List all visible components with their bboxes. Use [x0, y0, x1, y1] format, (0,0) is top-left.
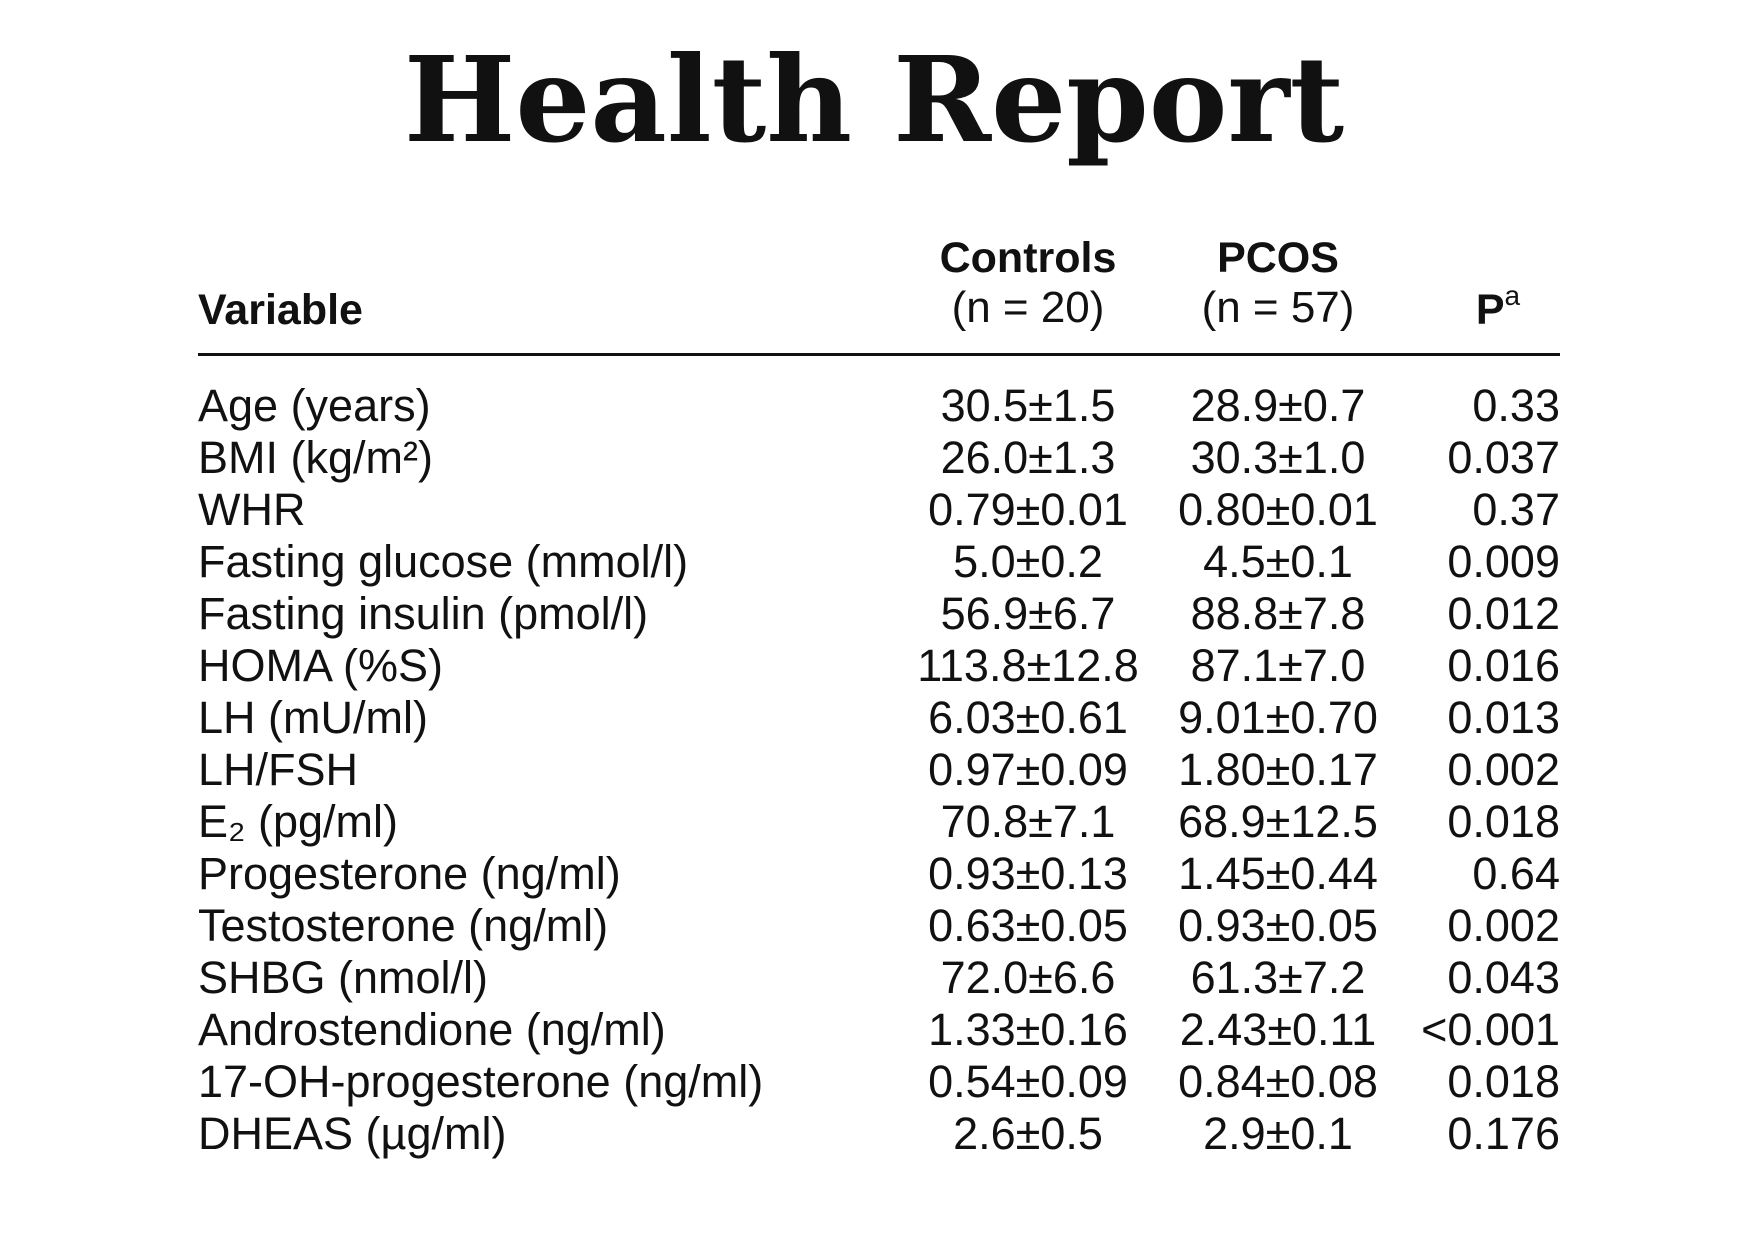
cell-variable: Testosterone (ng/ml) — [198, 900, 609, 951]
header-rule — [198, 353, 1560, 356]
cell-p-value: 0.33 — [1472, 380, 1560, 431]
cell-controls: 5.0±0.2 — [953, 536, 1103, 587]
cell-pcos: 2.9±0.1 — [1203, 1108, 1353, 1159]
cell-pcos: 0.84±0.08 — [1178, 1056, 1378, 1107]
header-p-label: P — [1475, 286, 1505, 334]
data-table: Variable Controls (n = 20) PCOS (n = 57)… — [198, 0, 1560, 1240]
cell-variable: LH/FSH — [198, 744, 359, 795]
cell-variable: 17-OH-progesterone (ng/ml) — [198, 1056, 764, 1107]
cell-variable: Fasting glucose (mmol/l) — [198, 536, 689, 587]
cell-variable: E₂ (pg/ml) — [198, 796, 398, 847]
cell-p-value: 0.176 — [1447, 1108, 1560, 1159]
cell-p-value: 0.043 — [1447, 952, 1560, 1003]
cell-controls: 1.33±0.16 — [928, 1004, 1128, 1055]
cell-pcos: 4.5±0.1 — [1203, 536, 1353, 587]
page-title: Health Report — [403, 30, 1345, 169]
header-pcos: PCOS — [1217, 234, 1339, 282]
cell-controls: 0.93±0.13 — [928, 848, 1128, 899]
cell-pcos: 28.9±0.7 — [1190, 380, 1366, 431]
cell-variable: Progesterone (ng/ml) — [198, 848, 621, 899]
cell-variable: Androstendione (ng/ml) — [198, 1004, 666, 1055]
cell-controls: 6.03±0.61 — [928, 692, 1128, 743]
cell-pcos: 1.45±0.44 — [1178, 848, 1378, 899]
cell-p-value: 0.002 — [1447, 744, 1560, 795]
header-variable: Variable — [198, 286, 363, 334]
header-pcos-n: (n = 57) — [1201, 283, 1355, 332]
cell-pcos: 2.43±0.11 — [1179, 1004, 1377, 1055]
cell-p-value: 0.012 — [1447, 588, 1560, 639]
cell-p-value: <0.001 — [1421, 1004, 1560, 1055]
cell-p-value: 0.037 — [1447, 432, 1560, 483]
cell-variable: HOMA (%S) — [198, 640, 444, 691]
cell-controls: 70.8±7.1 — [940, 796, 1116, 847]
cell-variable: LH (mU/ml) — [198, 692, 428, 743]
cell-p-value: 0.018 — [1447, 1056, 1560, 1107]
cell-variable: SHBG (nmol/l) — [198, 952, 489, 1003]
header-p-value: Pa — [1438, 281, 1558, 335]
cell-controls: 0.54±0.09 — [928, 1056, 1128, 1107]
header-controls: Controls — [939, 234, 1117, 282]
header-p-superscript: a — [1504, 279, 1521, 311]
cell-variable: BMI (kg/m²) — [198, 432, 433, 483]
cell-controls: 0.79±0.01 — [928, 484, 1128, 535]
cell-controls: 72.0±6.6 — [940, 952, 1116, 1003]
cell-pcos: 0.80±0.01 — [1178, 484, 1378, 535]
cell-p-value: 0.002 — [1447, 900, 1560, 951]
cell-pcos: 68.9±12.5 — [1178, 796, 1378, 847]
cell-variable: WHR — [198, 484, 306, 535]
cell-controls: 2.6±0.5 — [953, 1108, 1103, 1159]
cell-pcos: 0.93±0.05 — [1178, 900, 1378, 951]
cell-p-value: 0.016 — [1447, 640, 1560, 691]
cell-controls: 56.9±6.7 — [940, 588, 1116, 639]
cell-p-value: 0.018 — [1447, 796, 1560, 847]
cell-p-value: 0.009 — [1447, 536, 1560, 587]
cell-pcos: 30.3±1.0 — [1190, 432, 1366, 483]
cell-pcos: 87.1±7.0 — [1190, 640, 1366, 691]
header-controls-n: (n = 20) — [951, 283, 1105, 332]
cell-variable: Age (years) — [198, 380, 431, 431]
cell-controls: 113.8±12.8 — [917, 640, 1139, 691]
cell-controls: 0.97±0.09 — [928, 744, 1128, 795]
cell-p-value: 0.64 — [1472, 848, 1560, 899]
cell-variable: Fasting insulin (pmol/l) — [198, 588, 649, 639]
cell-controls: 30.5±1.5 — [940, 380, 1116, 431]
cell-pcos: 88.8±7.8 — [1190, 588, 1366, 639]
cell-pcos: 61.3±7.2 — [1190, 952, 1366, 1003]
cell-controls: 26.0±1.3 — [940, 432, 1116, 483]
cell-pcos: 1.80±0.17 — [1178, 744, 1378, 795]
cell-p-value: 0.013 — [1447, 692, 1560, 743]
cell-variable: DHEAS (µg/ml) — [198, 1108, 507, 1159]
cell-p-value: 0.37 — [1472, 484, 1560, 535]
cell-controls: 0.63±0.05 — [928, 900, 1128, 951]
cell-pcos: 9.01±0.70 — [1178, 692, 1378, 743]
